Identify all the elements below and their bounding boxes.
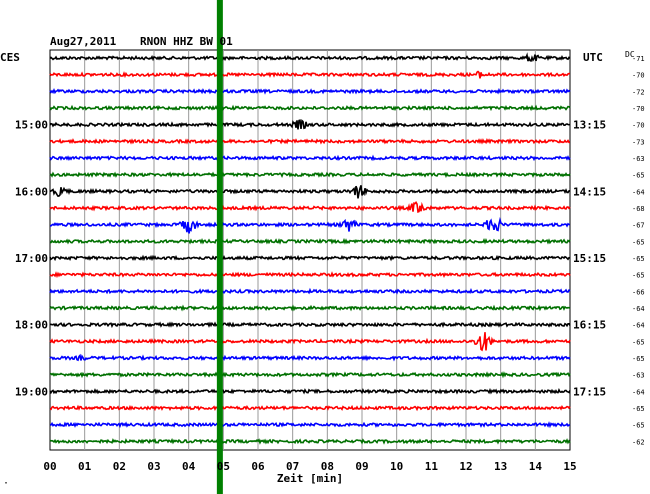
left-timezone-label: CES: [0, 51, 20, 64]
x-tick-label: 00: [43, 460, 56, 473]
right-time-label: 17:15: [573, 385, 606, 398]
x-tick-label: 07: [286, 460, 299, 473]
x-axis-label: Zeit [min]: [277, 472, 343, 485]
dc-values: -71 -70 -72 -70 -70 -73 -63 -65 -64 -68 -67 -65 -65 -…: [632, 55, 645, 446]
dc-value-label: -65: [632, 405, 645, 413]
corner-mark: ·: [3, 478, 9, 489]
left-time-label: 15:00: [15, 119, 48, 132]
dc-value-label: -64: [632, 322, 645, 330]
dc-value-label: -70: [632, 122, 645, 130]
x-tick-labels: 00 01 02 03 04 05 06 07 08 09 10 11 12 13 14 15: [43, 460, 576, 473]
dc-value-label: -65: [632, 338, 645, 346]
right-time-label: 16:15: [573, 319, 606, 332]
right-timezone-label: UTC: [583, 51, 603, 64]
trace-row-13: [49, 271, 571, 279]
trace-row-4: [49, 119, 571, 130]
trace-row-17: [49, 332, 571, 352]
trace-row-10: [49, 216, 571, 234]
trace-row-14: [49, 287, 571, 295]
x-tick-label: 08: [321, 460, 334, 473]
seismic-traces: [49, 52, 571, 445]
dc-value-label: -64: [632, 188, 645, 196]
trace-row-23: [49, 438, 571, 445]
dc-value-label: -62: [632, 438, 645, 446]
trace-row-11: [49, 237, 571, 245]
dc-value-label: -73: [632, 138, 645, 146]
trace-row-9: [49, 201, 571, 214]
trace-row-22: [49, 421, 571, 429]
plot-frame: [49, 49, 571, 451]
dc-value-label: -65: [632, 355, 645, 363]
dc-value-label: -70: [632, 105, 645, 113]
right-time-label: 13:15: [573, 119, 606, 132]
dc-value-label: -68: [632, 205, 645, 213]
trace-row-1: [49, 70, 571, 79]
x-tick-label: 11: [425, 460, 439, 473]
trace-row-7: [49, 171, 571, 179]
trace-row-12: [49, 254, 571, 262]
trace-row-20: [49, 387, 571, 395]
dc-header-label: DC: [625, 50, 635, 59]
trace-row-0: [49, 52, 571, 63]
right-time-labels: 13:15 14:15 15:15 16:15 17:15: [573, 119, 606, 399]
x-tick-label: 01: [78, 460, 92, 473]
dc-value-label: -64: [632, 305, 645, 313]
left-time-label: 18:00: [15, 319, 48, 332]
right-time-label: 14:15: [573, 185, 606, 198]
x-tick-label: 13: [494, 460, 507, 473]
trace-row-2: [49, 87, 571, 95]
trace-row-21: [49, 404, 571, 412]
chart-date: Aug27,2011: [50, 35, 117, 48]
dc-value-label: -64: [632, 388, 645, 396]
trace-row-6: [49, 154, 571, 162]
left-time-labels: 15:00 16:00 17:00 18:00 19:00: [15, 119, 48, 399]
dc-value-label: -65: [632, 272, 645, 280]
x-tick-label: 02: [113, 460, 126, 473]
dc-value-label: -65: [632, 422, 645, 430]
dc-value-label: -66: [632, 288, 645, 296]
dc-value-label: -67: [632, 222, 645, 230]
dc-value-label: -71: [632, 55, 645, 63]
trace-row-3: [49, 104, 571, 112]
x-tick-label: 04: [182, 460, 196, 473]
x-tick-label: 12: [459, 460, 472, 473]
trace-row-16: [49, 321, 571, 329]
x-tick-label: 06: [251, 460, 265, 473]
left-time-label: 19:00: [15, 385, 48, 398]
x-tick-label: 14: [529, 460, 543, 473]
trace-row-15: [49, 304, 571, 312]
trace-row-19: [49, 371, 571, 379]
dc-value-label: -63: [632, 155, 645, 163]
x-tick-label: 03: [147, 460, 160, 473]
x-tick-label: 10: [390, 460, 403, 473]
dc-value-label: -65: [632, 238, 645, 246]
left-time-label: 17:00: [15, 252, 48, 265]
trace-row-8: [49, 185, 571, 199]
x-tick-label: 15: [563, 460, 576, 473]
x-tick-label: 05: [217, 460, 230, 473]
trace-row-18: [49, 353, 571, 362]
chart-station: RNON HHZ BW 01: [140, 35, 233, 48]
dc-value-label: -65: [632, 255, 645, 263]
trace-row-5: [49, 138, 571, 145]
dc-value-label: -70: [632, 72, 645, 80]
x-tick-label: 09: [355, 460, 368, 473]
dc-value-label: -63: [632, 372, 645, 380]
right-time-label: 15:15: [573, 252, 606, 265]
dc-value-label: -72: [632, 88, 645, 96]
grid: [49, 49, 571, 451]
dc-value-label: -65: [632, 172, 645, 180]
left-time-label: 16:00: [15, 185, 48, 198]
